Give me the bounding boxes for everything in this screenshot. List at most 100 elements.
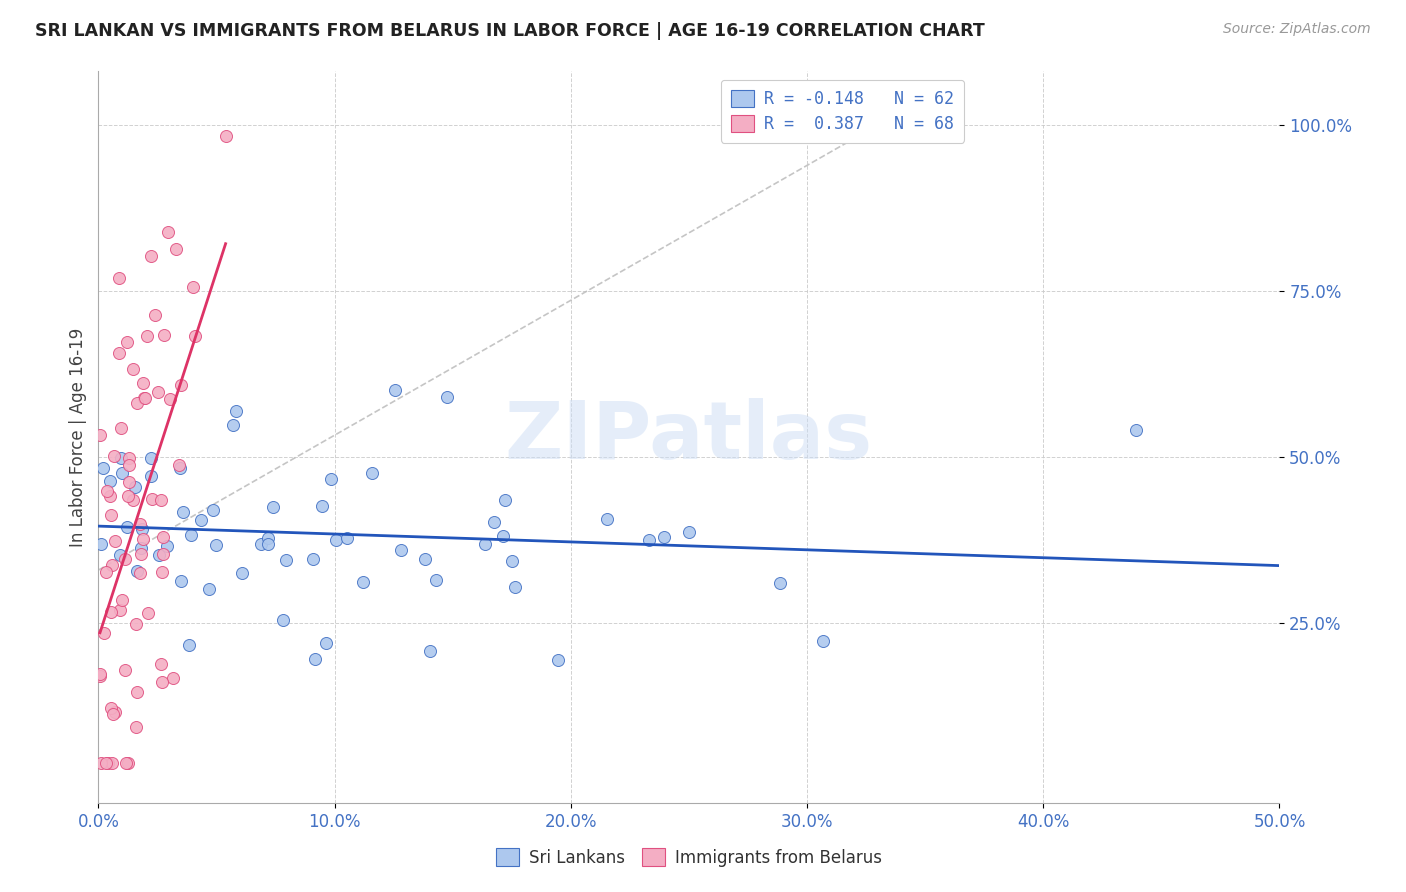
Point bbox=[143, 308, 166, 322]
Point bbox=[107, 345, 129, 359]
Point bbox=[110, 548, 132, 562]
Point bbox=[149, 493, 172, 508]
Point bbox=[156, 225, 179, 239]
Point bbox=[139, 450, 162, 465]
Point bbox=[170, 574, 193, 588]
Point bbox=[811, 634, 834, 648]
Point bbox=[482, 516, 505, 530]
Point bbox=[110, 466, 132, 480]
Point bbox=[114, 552, 136, 566]
Point bbox=[425, 573, 447, 587]
Point bbox=[494, 493, 516, 508]
Point bbox=[96, 484, 118, 499]
Point bbox=[115, 756, 138, 770]
Point bbox=[150, 566, 173, 580]
Point bbox=[181, 280, 204, 294]
Point bbox=[250, 537, 273, 551]
Point bbox=[180, 528, 202, 542]
Point bbox=[302, 551, 325, 566]
Point bbox=[222, 418, 245, 433]
Text: Source: ZipAtlas.com: Source: ZipAtlas.com bbox=[1223, 22, 1371, 37]
Point bbox=[271, 614, 294, 628]
Point bbox=[111, 593, 134, 607]
Point bbox=[150, 675, 173, 690]
Point bbox=[167, 458, 190, 472]
Point bbox=[198, 582, 221, 597]
Point bbox=[90, 756, 112, 770]
Point bbox=[122, 362, 145, 376]
Point bbox=[93, 461, 115, 475]
Point bbox=[117, 756, 139, 770]
Point bbox=[90, 537, 112, 551]
Point bbox=[124, 480, 146, 494]
Point bbox=[131, 522, 153, 536]
Point bbox=[117, 334, 139, 349]
Point bbox=[257, 531, 280, 545]
Point bbox=[101, 558, 124, 573]
Point bbox=[257, 536, 280, 550]
Point bbox=[503, 580, 526, 594]
Point bbox=[110, 421, 132, 435]
Point bbox=[184, 329, 207, 343]
Point bbox=[134, 391, 156, 405]
Point bbox=[89, 667, 111, 681]
Point bbox=[159, 392, 181, 406]
Point bbox=[384, 384, 406, 398]
Point bbox=[389, 542, 412, 557]
Point bbox=[319, 472, 342, 486]
Point bbox=[89, 669, 111, 683]
Point bbox=[1125, 423, 1147, 437]
Y-axis label: In Labor Force | Age 16-19: In Labor Force | Age 16-19 bbox=[69, 327, 87, 547]
Point bbox=[132, 391, 155, 405]
Point bbox=[94, 566, 117, 580]
Point bbox=[262, 500, 284, 515]
Point bbox=[110, 450, 132, 465]
Point bbox=[165, 242, 187, 256]
Point bbox=[678, 524, 700, 539]
Point bbox=[129, 566, 152, 580]
Point bbox=[100, 508, 122, 523]
Point bbox=[336, 531, 359, 545]
Point bbox=[152, 530, 174, 544]
Point bbox=[100, 605, 122, 619]
Point bbox=[125, 617, 148, 632]
Point bbox=[311, 499, 333, 513]
Point bbox=[104, 705, 127, 719]
Point bbox=[98, 474, 121, 488]
Text: ZIPatlas: ZIPatlas bbox=[505, 398, 873, 476]
Point bbox=[769, 575, 792, 590]
Point bbox=[172, 505, 194, 519]
Point bbox=[190, 513, 212, 527]
Text: SRI LANKAN VS IMMIGRANTS FROM BELARUS IN LABOR FORCE | AGE 16-19 CORRELATION CHA: SRI LANKAN VS IMMIGRANTS FROM BELARUS IN… bbox=[35, 22, 984, 40]
Point bbox=[138, 607, 160, 621]
Point bbox=[315, 636, 337, 650]
Point bbox=[131, 376, 153, 390]
Point bbox=[153, 328, 176, 343]
Point bbox=[107, 270, 129, 285]
Point bbox=[352, 575, 374, 590]
Point bbox=[501, 554, 523, 568]
Point bbox=[115, 520, 138, 534]
Point bbox=[100, 701, 122, 715]
Point bbox=[94, 756, 117, 770]
Point bbox=[118, 450, 141, 465]
Point bbox=[146, 385, 169, 400]
Point bbox=[118, 475, 141, 490]
Point bbox=[547, 653, 569, 667]
Point bbox=[122, 493, 145, 508]
Point bbox=[100, 756, 122, 770]
Point bbox=[491, 529, 513, 543]
Point bbox=[124, 720, 146, 734]
Point bbox=[162, 671, 184, 685]
Point bbox=[128, 516, 150, 531]
Point bbox=[97, 756, 120, 770]
Point bbox=[139, 249, 162, 263]
Point bbox=[436, 390, 458, 404]
Point bbox=[325, 533, 347, 548]
Point bbox=[127, 396, 149, 410]
Point bbox=[170, 377, 193, 392]
Point bbox=[231, 566, 253, 580]
Point bbox=[127, 564, 149, 578]
Point bbox=[652, 530, 675, 544]
Point bbox=[103, 450, 125, 464]
